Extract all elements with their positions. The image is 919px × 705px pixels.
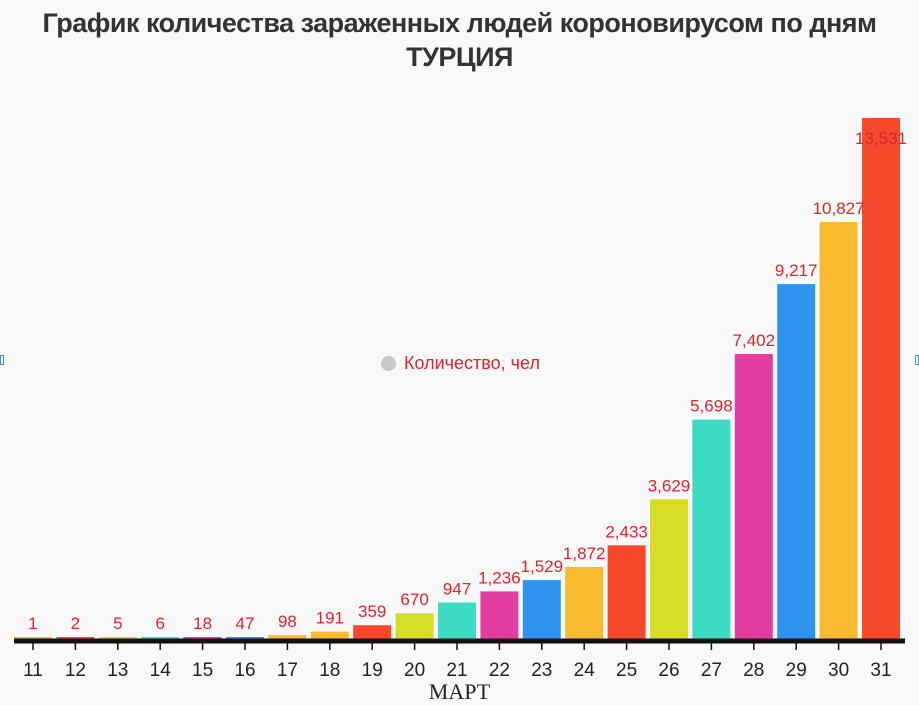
bar-24[interactable]	[565, 566, 604, 639]
x-tick-24: 24	[574, 660, 596, 681]
x-tick-11: 11	[23, 660, 43, 681]
chart-title-main: График количества зараженных людей корон…	[42, 8, 878, 38]
x-tick-12: 12	[65, 660, 86, 681]
data-label-22: 1,236	[478, 568, 521, 587]
x-tick-18: 18	[319, 660, 340, 681]
bar-23[interactable]	[522, 580, 561, 639]
data-label-29: 9,217	[775, 261, 818, 280]
bars-group	[14, 118, 900, 639]
x-tick-16: 16	[234, 660, 255, 681]
bar-18[interactable]	[310, 631, 349, 639]
data-label-19: 359	[358, 602, 386, 621]
data-label-21: 947	[443, 580, 471, 599]
data-label-17: 98	[278, 612, 297, 631]
bar-29[interactable]	[777, 284, 816, 639]
x-tick-17: 17	[277, 660, 298, 681]
bar-17[interactable]	[268, 635, 307, 639]
bar-25[interactable]	[607, 545, 646, 639]
bar-11[interactable]	[14, 637, 52, 639]
x-tick-23: 23	[531, 660, 552, 681]
bar-15[interactable]	[183, 637, 222, 639]
bar-16[interactable]	[226, 637, 264, 639]
data-label-30: 10,827	[813, 199, 865, 218]
chart-subtitle: ТУРЦИЯ	[406, 42, 513, 72]
left-edge-marker	[0, 355, 4, 365]
data-label-25: 2,433	[605, 522, 648, 541]
tick-labels-group: 11 12 13 14 15 16 17 18 19 20 21 22 23 24 25 26 27 28 29 30…	[23, 643, 892, 681]
x-tick-20: 20	[404, 660, 425, 681]
x-tick-30: 30	[828, 660, 849, 681]
legend-dot-icon	[381, 356, 396, 371]
x-tick-27: 27	[701, 660, 722, 681]
bar-27[interactable]	[692, 419, 731, 639]
data-label-16: 47	[236, 614, 255, 633]
data-label-18: 191	[316, 609, 344, 628]
x-tick-25: 25	[616, 660, 637, 681]
bar-21[interactable]	[438, 602, 476, 640]
data-label-11: 1	[28, 614, 37, 633]
data-label-14: 6	[155, 614, 164, 633]
x-tick-22: 22	[489, 660, 510, 681]
data-label-31: 13,531	[855, 129, 907, 148]
data-label-13: 5	[113, 614, 122, 633]
bar-28[interactable]	[734, 354, 773, 639]
x-tick-31: 31	[870, 660, 891, 681]
x-tick-26: 26	[658, 660, 679, 681]
data-label-26: 3,629	[648, 476, 691, 495]
x-axis-title: МАРТ	[428, 679, 491, 704]
bar-30[interactable]	[819, 222, 858, 639]
bar-12[interactable]	[56, 637, 95, 639]
data-label-24: 1,872	[563, 544, 606, 563]
bar-22[interactable]	[480, 591, 519, 639]
x-tick-29: 29	[786, 660, 807, 681]
bar-31[interactable]	[862, 118, 900, 639]
x-tick-15: 15	[192, 660, 213, 681]
x-tick-14: 14	[150, 660, 172, 681]
data-label-27: 5,698	[690, 397, 733, 416]
legend-label: Количество, чел	[404, 353, 540, 373]
bar-19[interactable]	[353, 625, 392, 639]
data-label-23: 1,529	[521, 557, 564, 576]
x-tick-13: 13	[107, 660, 128, 681]
x-tick-21: 21	[446, 660, 467, 681]
bar-13[interactable]	[98, 637, 137, 639]
data-label-15: 18	[193, 614, 212, 633]
bar-20[interactable]	[395, 613, 434, 639]
x-tick-19: 19	[362, 660, 383, 681]
data-label-28: 7,402	[733, 331, 776, 350]
x-tick-28: 28	[743, 660, 764, 681]
bar-14[interactable]	[141, 637, 180, 639]
chart-title: График количества зараженных людей корон…	[0, 6, 919, 74]
legend[interactable]: Количество, чел	[381, 353, 540, 374]
data-label-12: 2	[71, 614, 80, 633]
bar-26[interactable]	[650, 499, 688, 639]
data-label-20: 670	[400, 590, 428, 609]
